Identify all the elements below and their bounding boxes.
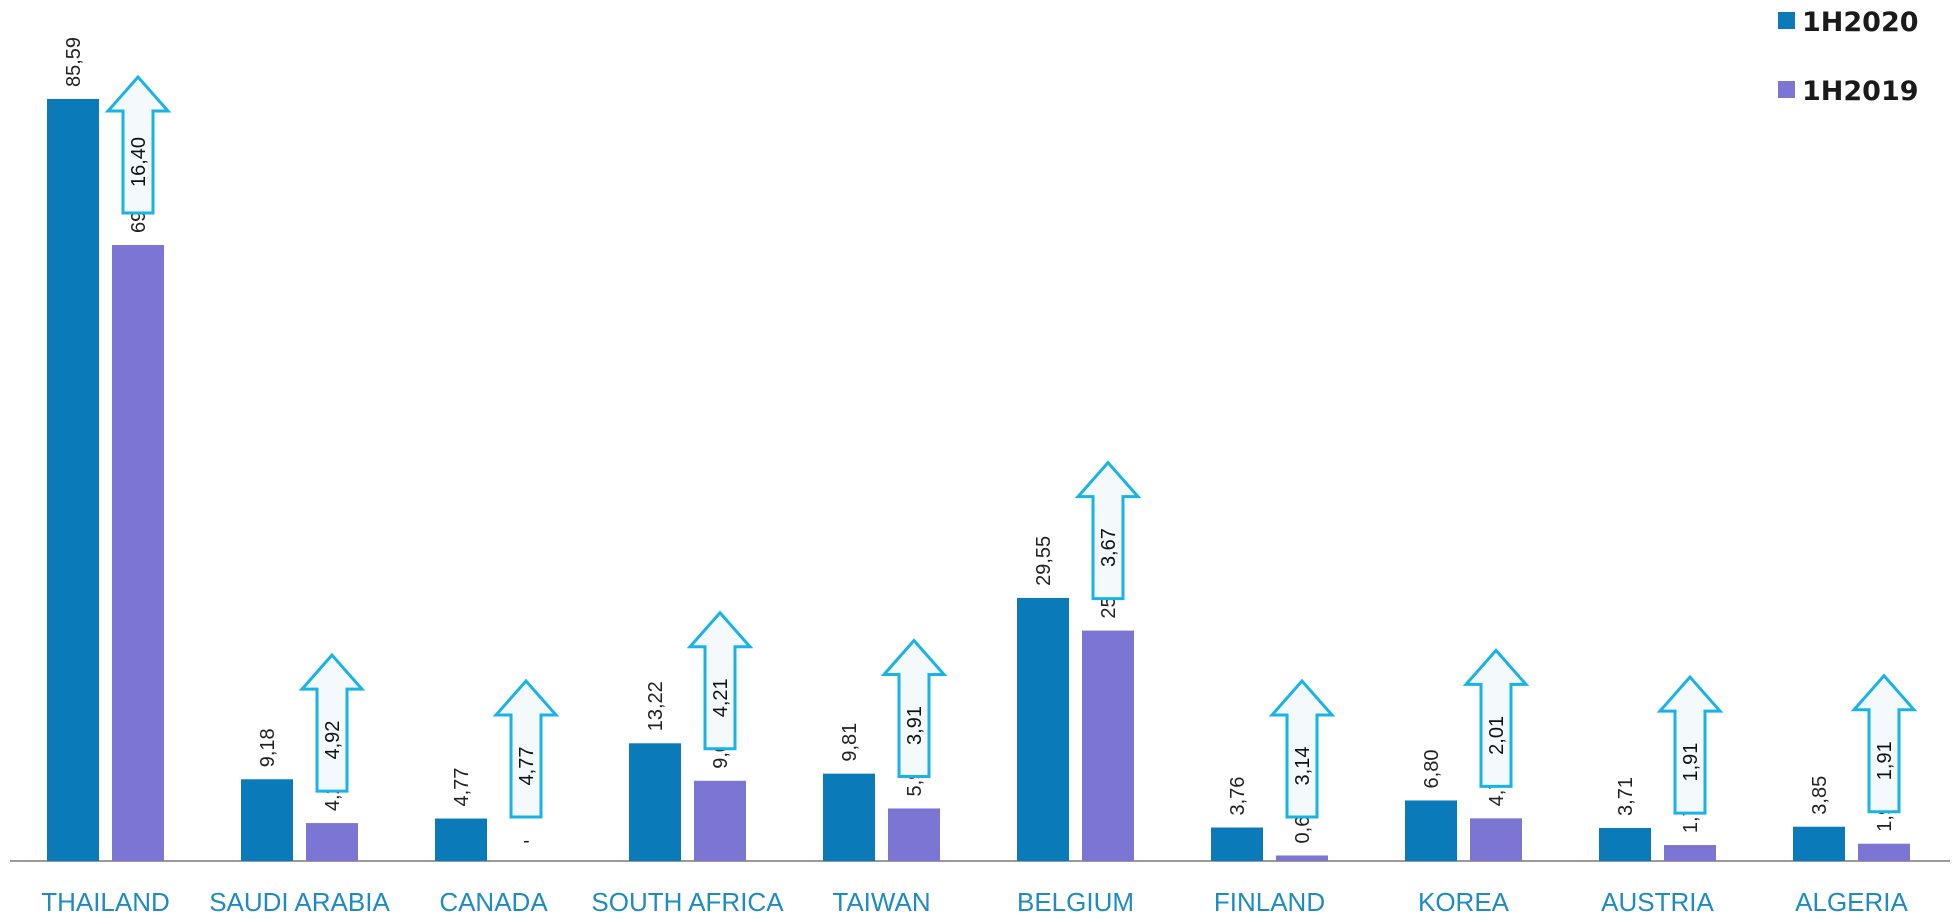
bar-1h2019-algeria xyxy=(1858,843,1910,861)
bar-1h2020-saudi-arabia xyxy=(241,779,293,861)
bar-1h2019-belgium xyxy=(1082,630,1134,861)
bar-1h2020-canada xyxy=(435,818,487,861)
value-label-1h2020-algeria: 3,85 xyxy=(1809,776,1831,815)
legend-label-1h2020: 1H2020 xyxy=(1802,7,1919,38)
value-label-1h2020-thailand: 85,59 xyxy=(63,37,85,87)
increase-label-finland: 3,14 xyxy=(1292,747,1314,786)
value-label-1h2019-canada: - xyxy=(523,830,530,852)
bar-1h2019-korea xyxy=(1470,818,1522,861)
bar-1h2020-korea xyxy=(1405,800,1457,861)
value-label-1h2020-saudi-arabia: 9,18 xyxy=(257,728,279,767)
increase-label-korea: 2,01 xyxy=(1486,716,1508,755)
bar-1h2019-saudi-arabia xyxy=(306,823,358,861)
value-label-1h2020-korea: 6,80 xyxy=(1421,750,1443,789)
bar-1h2020-algeria xyxy=(1793,826,1845,861)
category-label-south-africa: SOUTH AFRICA xyxy=(591,887,784,917)
increase-arrow-south-africa xyxy=(686,610,754,751)
increase-arrow-thailand xyxy=(104,74,172,215)
category-label-taiwan: TAIWAN xyxy=(832,887,930,917)
bar-1h2020-finland xyxy=(1211,827,1263,861)
bar-1h2020-austria xyxy=(1599,827,1651,861)
increase-arrow-taiwan xyxy=(880,638,948,778)
increase-arrow-belgium xyxy=(1074,460,1142,601)
value-label-1h2020-belgium: 29,55 xyxy=(1033,536,1055,586)
bar-1h2019-austria xyxy=(1664,845,1716,861)
increase-arrow-austria xyxy=(1656,674,1724,815)
increase-label-canada: 4,77 xyxy=(516,747,538,786)
category-label-belgium: BELGIUM xyxy=(1017,887,1134,917)
bar-1h2019-taiwan xyxy=(888,808,940,861)
increase-arrow-algeria xyxy=(1850,673,1918,814)
increase-arrow-canada xyxy=(492,678,560,819)
increase-arrow-finland xyxy=(1268,678,1336,819)
bar-1h2020-belgium xyxy=(1017,597,1069,861)
category-label-finland: FINLAND xyxy=(1214,887,1325,917)
value-label-1h2020-finland: 3,76 xyxy=(1227,777,1249,816)
category-label-saudi-arabia: SAUDI ARABIA xyxy=(209,887,390,917)
increase-arrow-korea xyxy=(1462,648,1530,788)
legend: 1H2020 1H2019 xyxy=(1778,7,1919,107)
category-label-korea: KOREA xyxy=(1418,887,1510,917)
bar-1h2019-south-africa xyxy=(694,780,746,861)
increase-label-south-africa: 4,21 xyxy=(710,678,732,717)
legend-swatch-1h2019 xyxy=(1778,81,1795,98)
value-label-1h2020-taiwan: 9,81 xyxy=(839,723,861,762)
value-label-1h2020-canada: 4,77 xyxy=(451,768,473,807)
value-label-1h2020-austria: 3,71 xyxy=(1615,777,1637,816)
increase-label-saudi-arabia: 4,92 xyxy=(322,721,344,760)
category-label-thailand: THAILAND xyxy=(41,887,170,917)
legend-swatch-1h2020 xyxy=(1778,12,1795,29)
bar-1h2020-taiwan xyxy=(823,773,875,861)
increase-label-austria: 1,91 xyxy=(1680,743,1702,782)
bar-1h2019-finland xyxy=(1276,855,1328,861)
increase-arrow-saudi-arabia xyxy=(298,652,366,793)
increase-label-thailand: 16,40 xyxy=(128,137,150,187)
value-label-1h2020-south-africa: 13,22 xyxy=(645,681,667,731)
legend-label-1h2019: 1H2019 xyxy=(1802,76,1919,107)
category-label-algeria: ALGERIA xyxy=(1795,887,1908,917)
category-label-austria: AUSTRIA xyxy=(1601,887,1714,917)
bar-1h2019-thailand xyxy=(112,245,164,862)
increase-label-algeria: 1,91 xyxy=(1874,741,1896,780)
increase-label-taiwan: 3,91 xyxy=(904,706,926,745)
increase-label-belgium: 3,67 xyxy=(1098,528,1120,567)
bar-1h2020-thailand xyxy=(47,99,99,861)
category-label-canada: CANADA xyxy=(439,887,548,917)
bar-1h2020-south-africa xyxy=(629,743,681,861)
